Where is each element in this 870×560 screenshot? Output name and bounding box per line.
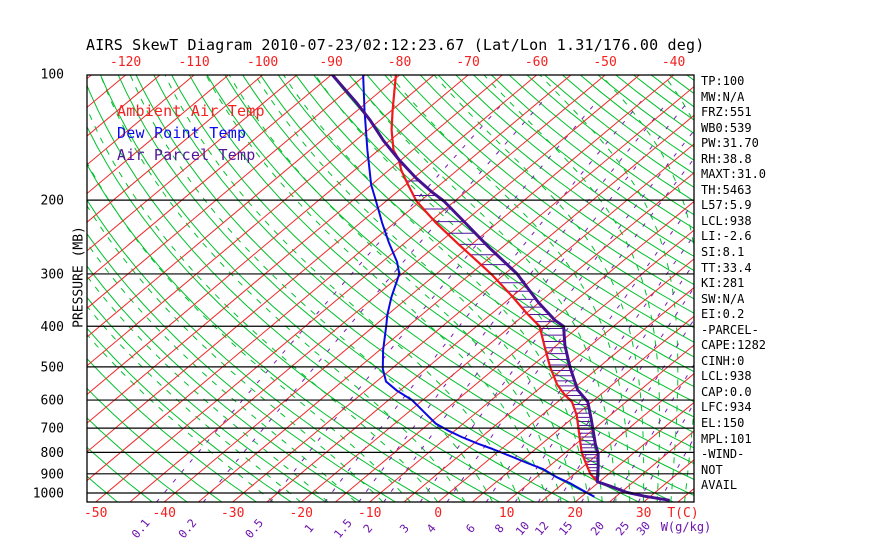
ambient-temp-curve [390, 75, 599, 483]
top-axis-tick-label: -110 [178, 55, 209, 70]
top-axis-tick-label: -80 [388, 55, 411, 70]
mixing-ratio-tick-label: 6 [463, 521, 478, 535]
readout-panel: TP:100 MW:N/A FRZ:551 WB0:539 PW:31.70 RH:38.… [701, 74, 869, 494]
moist-adiabats [87, 75, 694, 502]
mixing-ratio-tick-label: 8 [492, 521, 507, 535]
pressure-axis-title: PRESSURE (MB) [71, 226, 87, 328]
readout-line-19: LCL:938 [701, 369, 752, 384]
pressure-tick-label: 500 [41, 360, 64, 375]
top-axis-tick-label: -90 [319, 55, 342, 70]
readout-line-18: CINH:0 [701, 353, 745, 368]
plot-area [87, 75, 694, 502]
top-axis-tick-label: -60 [525, 55, 548, 70]
pressure-tick-label: 400 [41, 320, 64, 335]
readout-line-15: EI:0.2 [701, 307, 745, 322]
bottom-axis-tick-label: 10 [499, 506, 515, 521]
readout-line-9: LCL:938 [701, 213, 752, 228]
cape-hatch [400, 164, 599, 481]
bottom-axis-tick-label: -50 [84, 506, 107, 521]
readout-line-11: SI:8.1 [701, 245, 745, 260]
bottom-axis-tick-label: 20 [567, 506, 583, 521]
pressure-gridlines [87, 199, 694, 494]
readout-line-8: L57:5.9 [701, 198, 752, 213]
dew-point-curve [362, 75, 595, 498]
top-axis-tick-label: -50 [593, 55, 616, 70]
mixing-ratio-tick-label: 4 [424, 521, 439, 535]
readout-line-14: SW:N/A [701, 291, 745, 306]
bottom-axis-tick-label: 0 [434, 506, 442, 521]
legend: Ambient Air Temp Dew Point Temp Air Parc… [117, 100, 265, 166]
readout-line-17: CAPE:1282 [701, 338, 767, 353]
mixing-ratio-tick-label: 1 [301, 521, 316, 535]
mixing-ratio-tick-label: 20 [588, 519, 608, 539]
mixing-ratio-tick-label: 10 [513, 519, 533, 539]
readout-line-4: PW:31.70 [701, 136, 759, 151]
top-axis-tick-label: -70 [456, 55, 479, 70]
readout-line-6: MAXT:31.0 [701, 167, 767, 182]
bottom-axis-tick-label: -20 [289, 506, 312, 521]
page-title: AIRS SkewT Diagram 2010-07-23/02:12:23.6… [86, 36, 705, 54]
readout-line-22: EL:150 [701, 416, 745, 431]
pressure-tick-label: 1000 [33, 487, 64, 502]
top-axis-tick-label: -100 [247, 55, 278, 70]
mixing-ratio-tick-label: 0.2 [175, 516, 199, 541]
readout-line-0: TP:100 [701, 74, 745, 88]
mixing-ratio-tick-label: 0.5 [242, 516, 266, 541]
mixing-ratio-tick-label: 0.1 [129, 516, 153, 541]
bottom-axis-tick-label: -30 [221, 506, 244, 521]
mixing-ratio-tick-label: 30 [634, 519, 654, 539]
mixing-ratio-tick-label: 15 [556, 519, 576, 539]
mixing-ratio-tick-label: 12 [532, 519, 552, 539]
readout-line-12: TT:33.4 [701, 260, 752, 275]
readout-line-10: LI:-2.6 [701, 229, 752, 244]
readout-line-7: TH:5463 [701, 182, 752, 197]
readout-line-23: MPL:101 [701, 431, 752, 446]
readout-line-26: AVAIL [701, 478, 738, 493]
readout-line-1: MW:N/A [701, 89, 745, 104]
pressure-tick-label: 300 [41, 267, 64, 282]
readout-line-2: FRZ:551 [701, 105, 752, 120]
readout-line-20: CAP:0.0 [701, 384, 752, 399]
legend-item-ambient: Ambient Air Temp [117, 102, 265, 120]
pressure-tick-label: 700 [41, 422, 64, 437]
readout-line-25: NOT [701, 462, 723, 477]
legend-item-dewpoint: Dew Point Temp [117, 124, 247, 142]
temp-unit-label: T(C) [667, 506, 698, 521]
readout-line-3: WB0:539 [701, 120, 752, 135]
bottom-axis-tick-label: 30 [636, 506, 652, 521]
top-axis-tick-label: -40 [662, 55, 685, 70]
readout-line-21: LFC:934 [701, 400, 752, 415]
pressure-tick-label: 100 [41, 68, 64, 83]
pressure-tick-label: 800 [41, 446, 64, 461]
pressure-tick-label: 600 [41, 394, 64, 409]
readout-line-24: -WIND- [701, 447, 745, 462]
readout-line-16: -PARCEL- [701, 322, 759, 337]
pressure-tick-label: 200 [41, 194, 64, 209]
mixing-unit-label: W(g/kg) [661, 520, 712, 534]
isotherms [87, 75, 694, 502]
top-axis-tick-label: -120 [110, 55, 141, 70]
mixing-ratio-tick-label: 3 [397, 521, 412, 535]
readout-line-5: RH:38.8 [701, 151, 752, 166]
mixing-ratio-tick-label: 25 [613, 519, 633, 539]
mixing-ratio-tick-label: 1.5 [331, 516, 355, 541]
pressure-tick-label: 900 [41, 467, 64, 482]
bottom-axis-tick-label: -10 [358, 506, 381, 521]
bottom-axis-tick-label: -40 [152, 506, 175, 521]
mixing-ratio-lines [156, 100, 694, 502]
legend-item-parcel: Air Parcel Temp [117, 146, 256, 164]
mixing-ratio-tick-label: 2 [360, 521, 375, 535]
plot-border [86, 74, 695, 503]
readout-line-13: KI:281 [701, 276, 745, 291]
